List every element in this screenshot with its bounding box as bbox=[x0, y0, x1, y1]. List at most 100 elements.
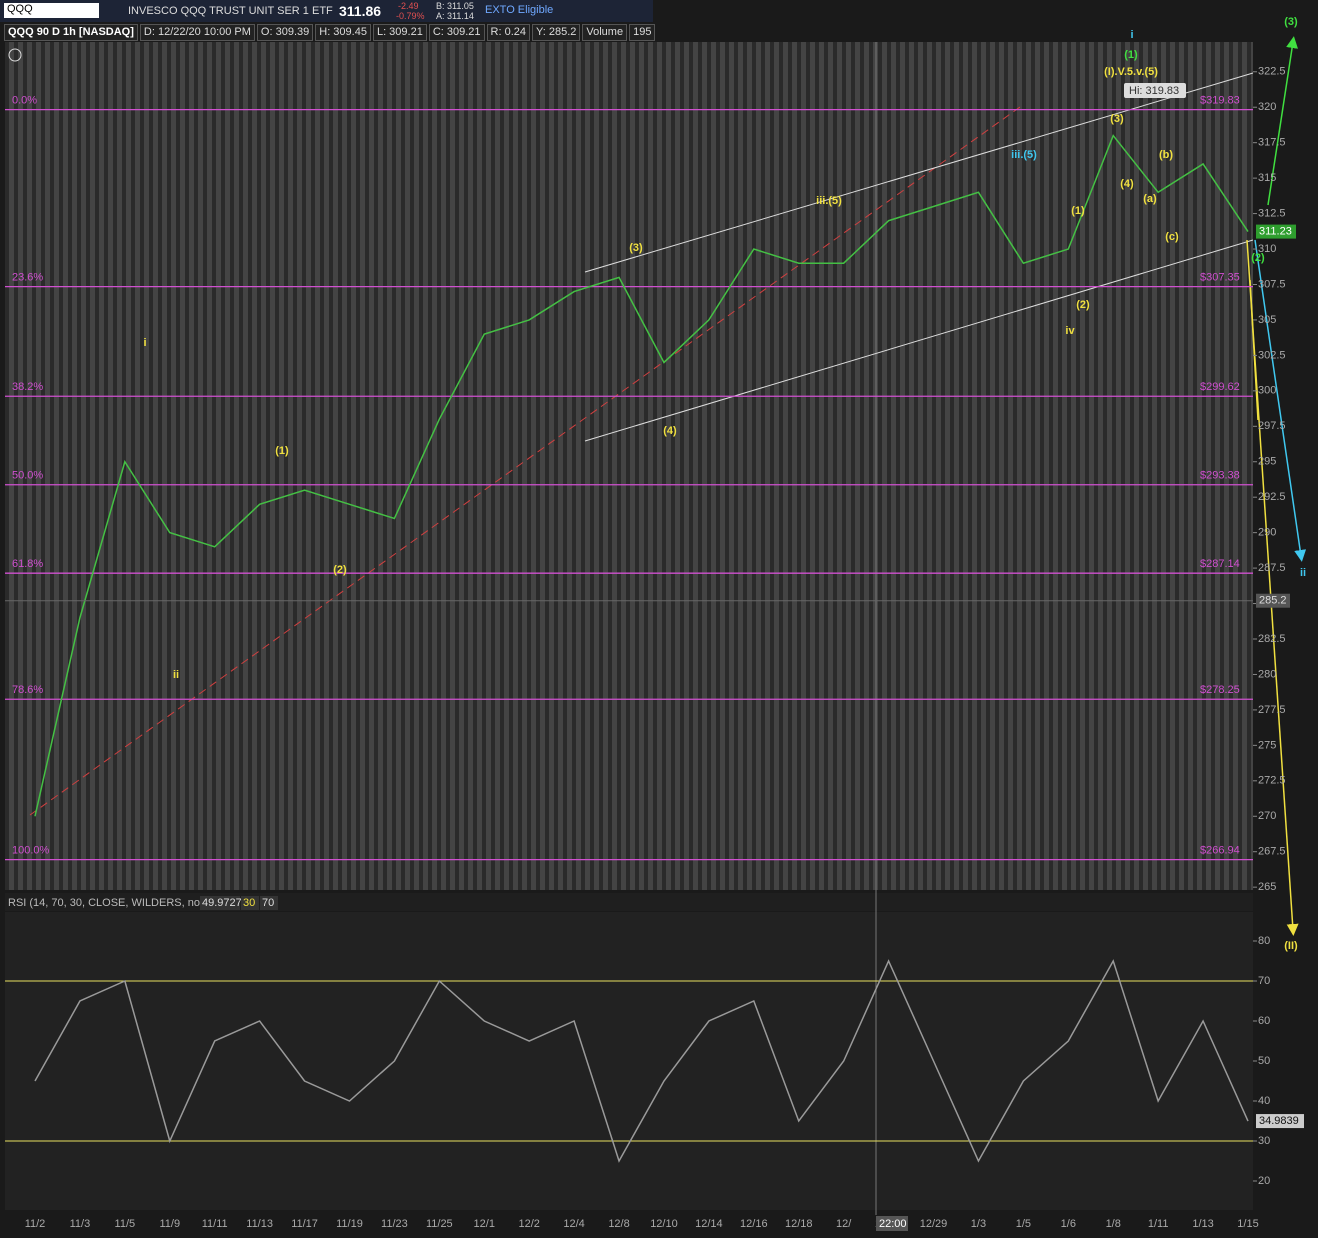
info-field: H: 309.45 bbox=[315, 24, 371, 41]
wave-label: iii.(5) bbox=[1011, 149, 1037, 161]
x-tick-label: 1/3 bbox=[971, 1218, 986, 1230]
x-tick-label: 11/19 bbox=[336, 1218, 363, 1230]
fib-price: $278.25 bbox=[1200, 684, 1240, 696]
info-field: R: 0.24 bbox=[486, 24, 530, 41]
x-tick-label: 11/3 bbox=[70, 1218, 91, 1230]
y-tick-label: 295 bbox=[1258, 456, 1276, 468]
cursor-price-box bbox=[1256, 593, 1290, 608]
info-field: O: 309.39 bbox=[256, 24, 314, 41]
info-field: Y: 285.2 bbox=[532, 24, 581, 41]
wave-label: (4) bbox=[1120, 178, 1134, 190]
alert-icon[interactable] bbox=[8, 48, 22, 62]
wave-label: (c) bbox=[1165, 231, 1179, 243]
wave-label: (4) bbox=[663, 425, 677, 437]
wave-label: (a) bbox=[1143, 193, 1157, 205]
y-tick-label: 270 bbox=[1258, 810, 1276, 822]
x-tick-label: 12/2 bbox=[518, 1218, 539, 1230]
top-bar bbox=[0, 0, 653, 22]
wave-label: (1) bbox=[275, 445, 289, 457]
rsi-readout-box bbox=[241, 896, 259, 910]
rsi-title: RSI (14, 70, 30, CLOSE, WILDERS, no) bbox=[8, 897, 204, 909]
fib-price: $319.83 bbox=[1200, 95, 1240, 107]
arrow bbox=[1267, 36, 1299, 206]
x-tick-label: 1/11 bbox=[1148, 1218, 1169, 1230]
rsi-last-box bbox=[1256, 1114, 1304, 1129]
wave-label: iii.(5) bbox=[816, 195, 842, 207]
cursor-time-box bbox=[876, 1216, 908, 1231]
y-tick-label: 277.5 bbox=[1258, 704, 1286, 716]
y-tick-label: 292.5 bbox=[1258, 491, 1286, 503]
x-tick-label: 12/10 bbox=[650, 1218, 678, 1230]
x-tick-label: 11/2 bbox=[25, 1218, 46, 1230]
y-tick-label: 30 bbox=[1258, 1135, 1270, 1147]
badge[interactable]: EXTO Eligible bbox=[485, 4, 554, 16]
wave-label: (3) bbox=[629, 242, 643, 254]
fib-price: $293.38 bbox=[1200, 470, 1240, 482]
x-tick-label: 11/5 bbox=[115, 1218, 136, 1230]
wave-label: ii bbox=[1300, 567, 1306, 579]
arrow bbox=[1249, 279, 1259, 421]
y-tick-label: 312.5 bbox=[1258, 207, 1286, 219]
y-tick-label: 80 bbox=[1258, 935, 1270, 947]
wave-label: (b) bbox=[1159, 149, 1173, 161]
wave-label: (I).V.5.v.(5) bbox=[1104, 66, 1158, 78]
fib-price: $287.14 bbox=[1200, 558, 1240, 570]
wave-label: ii bbox=[173, 669, 179, 681]
x-tick-label: 12/16 bbox=[740, 1218, 768, 1230]
x-tick-label: 1/13 bbox=[1192, 1218, 1213, 1230]
info-field: QQQ 90 D 1h [NASDAQ] bbox=[4, 24, 138, 41]
y-tick-label: 302.5 bbox=[1258, 349, 1286, 361]
change: -2.49 bbox=[398, 1, 419, 11]
wave-label: (3) bbox=[1110, 113, 1124, 125]
description: INVESCO QQQ TRUST UNIT SER 1 ETF bbox=[128, 5, 333, 17]
change-pct: -0.79% bbox=[396, 11, 425, 21]
y-tick-label: 320 bbox=[1258, 101, 1276, 113]
x-tick-label: 12/29 bbox=[920, 1218, 948, 1230]
cursor-time-label: 22:00 bbox=[879, 1218, 907, 1230]
x-tick-label: 12/8 bbox=[608, 1218, 629, 1230]
wave-label: i bbox=[1130, 29, 1133, 41]
x-tick-label: 11/9 bbox=[159, 1218, 180, 1230]
y-tick-label: 60 bbox=[1258, 1015, 1270, 1027]
wave-label: (II) bbox=[1284, 940, 1298, 952]
y-tick-label: 297.5 bbox=[1258, 420, 1286, 432]
arrow bbox=[1254, 239, 1307, 562]
bid: B: 311.05 bbox=[436, 1, 474, 11]
y-tick-label: 322.5 bbox=[1258, 66, 1286, 78]
x-tick-label: 11/25 bbox=[426, 1218, 453, 1230]
trend-line bbox=[29, 106, 1021, 816]
y-tick-label: 40 bbox=[1258, 1095, 1270, 1107]
rsi-line bbox=[34, 959, 1249, 1163]
rsi-readout: 49.9727 bbox=[202, 897, 242, 909]
last-price: 311.86 bbox=[339, 3, 382, 19]
symbol-box[interactable]: QQQ bbox=[4, 3, 99, 18]
rsi-header bbox=[5, 893, 1253, 911]
y-tick-label: 70 bbox=[1258, 975, 1270, 987]
x-tick-label: 1/15 bbox=[1237, 1218, 1258, 1230]
price-line bbox=[34, 134, 1249, 817]
y-tick-label: 300 bbox=[1258, 385, 1276, 397]
info-field: L: 309.21 bbox=[372, 24, 427, 41]
y-tick-label: 265 bbox=[1258, 881, 1276, 893]
cursor-price-label: 285.2 bbox=[1259, 595, 1287, 607]
wave-label: (1) bbox=[1124, 49, 1138, 61]
rsi-readout-box bbox=[200, 896, 240, 910]
fib-label: 0.0% bbox=[12, 95, 37, 107]
wave-label: (2) bbox=[1076, 299, 1090, 311]
x-tick-label: 1/6 bbox=[1061, 1218, 1076, 1230]
x-tick-label: 12/18 bbox=[785, 1218, 813, 1230]
y-tick-label: 280 bbox=[1258, 668, 1276, 680]
y-tick-label: 305 bbox=[1258, 314, 1276, 326]
rsi-readout: 70 bbox=[262, 897, 274, 909]
rsi-panel bbox=[5, 912, 1253, 1210]
y-tick-label: 315 bbox=[1258, 172, 1276, 184]
channel-upper bbox=[584, 72, 1254, 273]
x-tick-label: 11/11 bbox=[202, 1218, 228, 1230]
info-field: Volume bbox=[582, 24, 628, 41]
ask: A: 311.14 bbox=[436, 11, 474, 21]
y-tick-label: 20 bbox=[1258, 1175, 1270, 1187]
x-tick-label: 12/4 bbox=[563, 1218, 584, 1230]
fib-label: 100.0% bbox=[12, 845, 50, 857]
